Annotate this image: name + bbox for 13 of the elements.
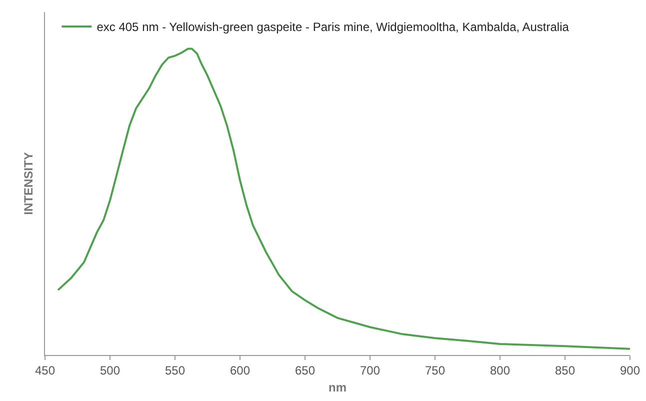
x-tick-label: 900 <box>620 363 640 378</box>
x-tick-label: 450 <box>34 363 56 378</box>
legend-label: exc 405 nm - Yellowish-green gaspeite - Paris mine, Widgiemooltha, Kambalda, Australia <box>96 20 570 34</box>
x-axis-title: nm <box>328 380 346 394</box>
x-tick-label: 600 <box>230 363 250 378</box>
x-tick-label: 800 <box>490 363 510 378</box>
x-tick-label: 650 <box>294 363 316 378</box>
x-tick-label: 550 <box>164 363 186 378</box>
x-tick-label: 500 <box>100 363 120 378</box>
x-tick-label: 700 <box>360 363 380 378</box>
x-tick-label: 750 <box>424 363 446 378</box>
y-axis-title: INTENSITY <box>21 152 36 215</box>
x-tick-label: 850 <box>554 363 576 378</box>
